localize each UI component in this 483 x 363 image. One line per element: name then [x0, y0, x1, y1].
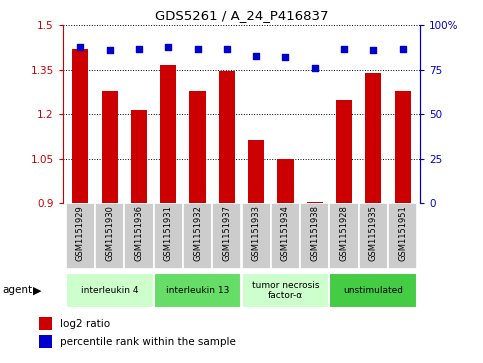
Text: GSM1151938: GSM1151938 [310, 205, 319, 261]
Bar [101, 91, 118, 203]
Bar [212, 203, 242, 269]
Text: GSM1151932: GSM1151932 [193, 205, 202, 261]
Bar [95, 203, 124, 269]
Bar [242, 203, 271, 269]
Bar [271, 203, 300, 269]
Text: agent: agent [2, 285, 32, 295]
Text: tumor necrosis
factor-α: tumor necrosis factor-α [252, 281, 319, 300]
Text: GSM1151933: GSM1151933 [252, 205, 261, 261]
Bar [160, 65, 176, 203]
Bar [124, 203, 154, 269]
Bar [336, 99, 352, 203]
Text: ▶: ▶ [33, 285, 42, 295]
Point [399, 46, 407, 52]
Text: percentile rank within the sample: percentile rank within the sample [60, 337, 236, 347]
Bar [183, 203, 212, 269]
Point [223, 46, 231, 52]
Point [106, 48, 114, 53]
Text: GSM1151934: GSM1151934 [281, 205, 290, 261]
Bar [39, 335, 52, 348]
Text: GSM1151936: GSM1151936 [134, 205, 143, 261]
Point [76, 44, 84, 50]
Point [340, 46, 348, 52]
Text: GDS5261 / A_24_P416837: GDS5261 / A_24_P416837 [155, 9, 328, 22]
Bar [248, 139, 264, 203]
Bar [66, 203, 95, 269]
Bar [388, 203, 417, 269]
Point [164, 44, 172, 50]
Bar [189, 91, 206, 203]
Text: GSM1151928: GSM1151928 [340, 205, 349, 261]
Text: interleukin 13: interleukin 13 [166, 286, 229, 295]
Bar [365, 73, 382, 203]
Text: GSM1151929: GSM1151929 [76, 205, 85, 261]
Text: GSM1151937: GSM1151937 [222, 205, 231, 261]
Bar [131, 110, 147, 203]
Bar [242, 273, 329, 308]
Bar [72, 49, 88, 203]
Bar [307, 202, 323, 203]
Text: GSM1151951: GSM1151951 [398, 205, 407, 261]
Point [369, 48, 377, 53]
Bar [154, 203, 183, 269]
Text: GSM1151935: GSM1151935 [369, 205, 378, 261]
Bar [395, 91, 411, 203]
Point [282, 54, 289, 60]
Text: GSM1151930: GSM1151930 [105, 205, 114, 261]
Bar [300, 203, 329, 269]
Point [135, 46, 143, 52]
Bar [329, 273, 417, 308]
Bar [66, 273, 154, 308]
Bar [277, 159, 294, 203]
Point [252, 53, 260, 58]
Bar [154, 273, 242, 308]
Text: unstimulated: unstimulated [343, 286, 403, 295]
Bar [329, 203, 359, 269]
Bar [219, 72, 235, 203]
Text: interleukin 4: interleukin 4 [81, 286, 139, 295]
Bar [359, 203, 388, 269]
Point [194, 46, 201, 52]
Point [311, 65, 319, 71]
Text: log2 ratio: log2 ratio [60, 319, 110, 329]
Text: GSM1151931: GSM1151931 [164, 205, 173, 261]
Bar [39, 317, 52, 330]
